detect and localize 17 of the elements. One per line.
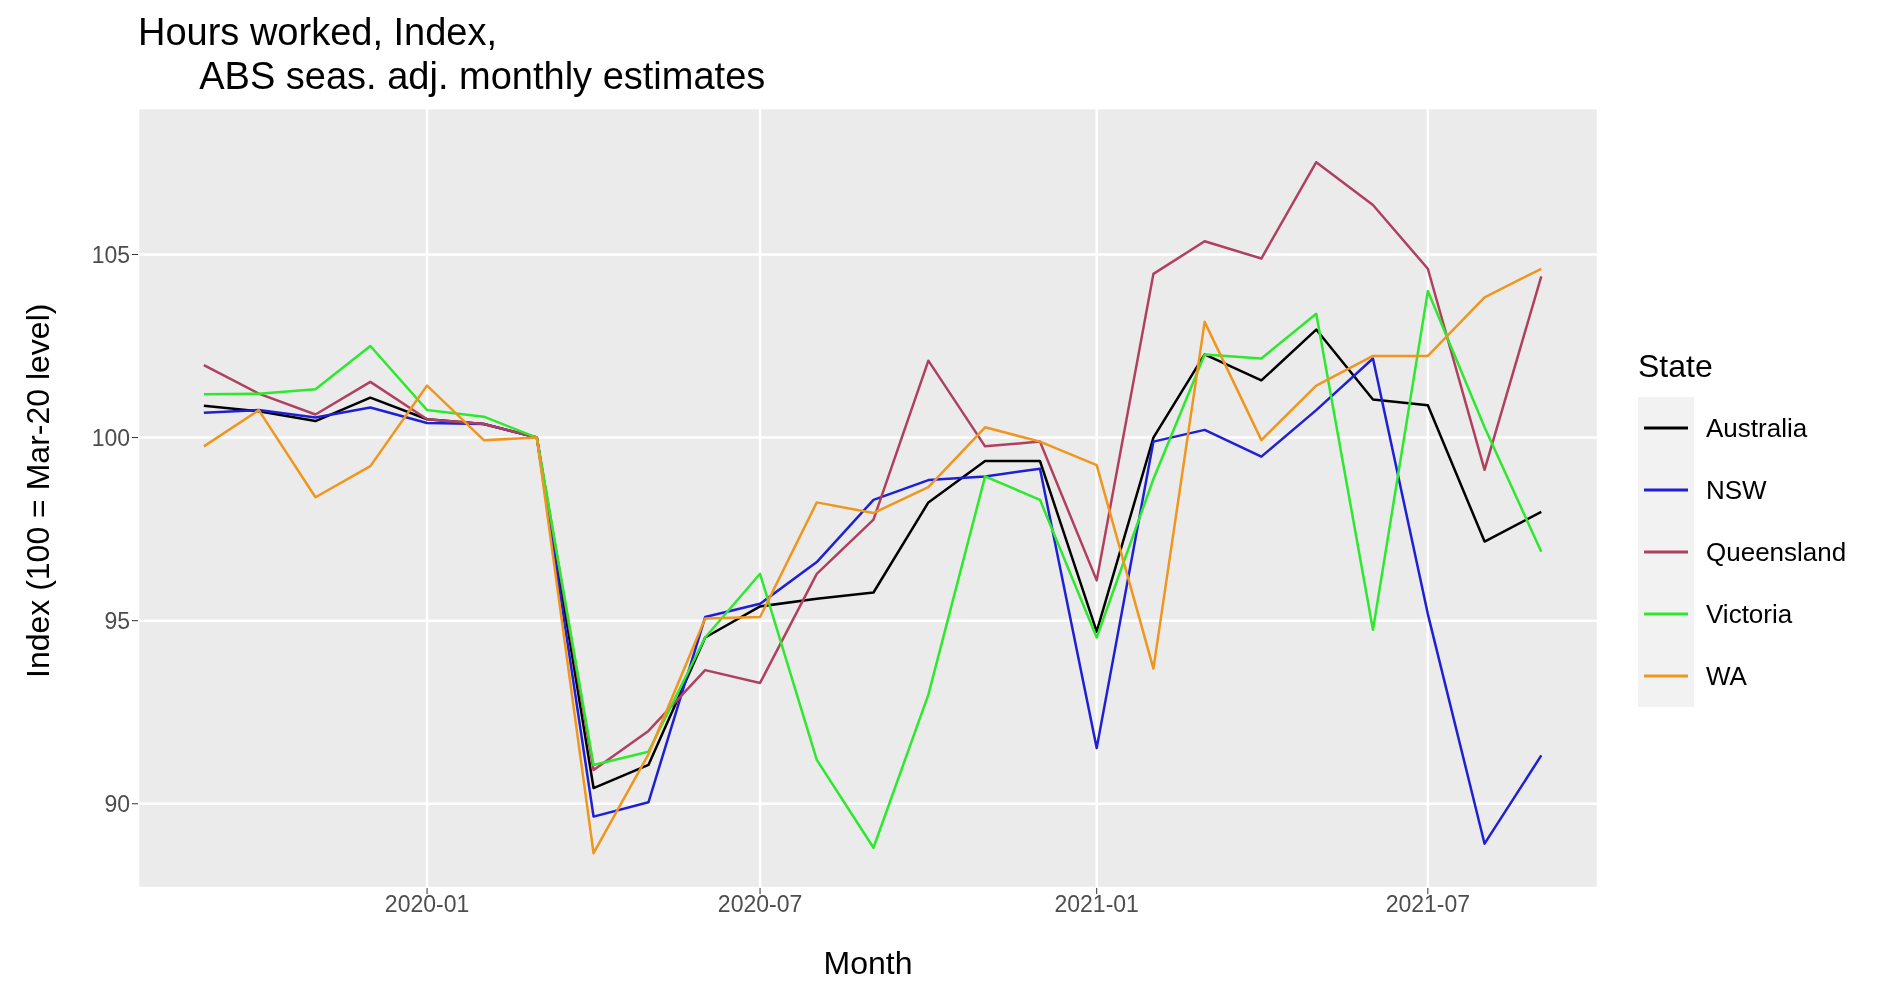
y-tick-label: 100 [91,424,130,451]
legend-label: NSW [1706,474,1767,506]
y-axis-title: Index (100 = Mar-20 level) [20,303,57,678]
y-tick-label: 90 [104,790,130,817]
legend-label: Victoria [1706,598,1793,630]
x-axis-title: Month [823,945,913,981]
x-tick-label: 2020-01 [384,891,470,918]
x-tick-label: 2021-07 [1385,891,1471,918]
legend-label: Australia [1706,412,1808,444]
y-tick-label: 105 [91,241,130,268]
y-tick-label: 95 [104,607,130,634]
x-tick-label: 2020-07 [717,891,803,918]
chart-title: Hours worked, Index, ABS seas. adj. monthly estimates [138,10,766,98]
legend-label: WA [1706,660,1747,692]
x-tick-label: 2021-01 [1054,891,1139,918]
legend-title: State [1638,348,1714,385]
legend-label: Queensland [1706,536,1847,568]
